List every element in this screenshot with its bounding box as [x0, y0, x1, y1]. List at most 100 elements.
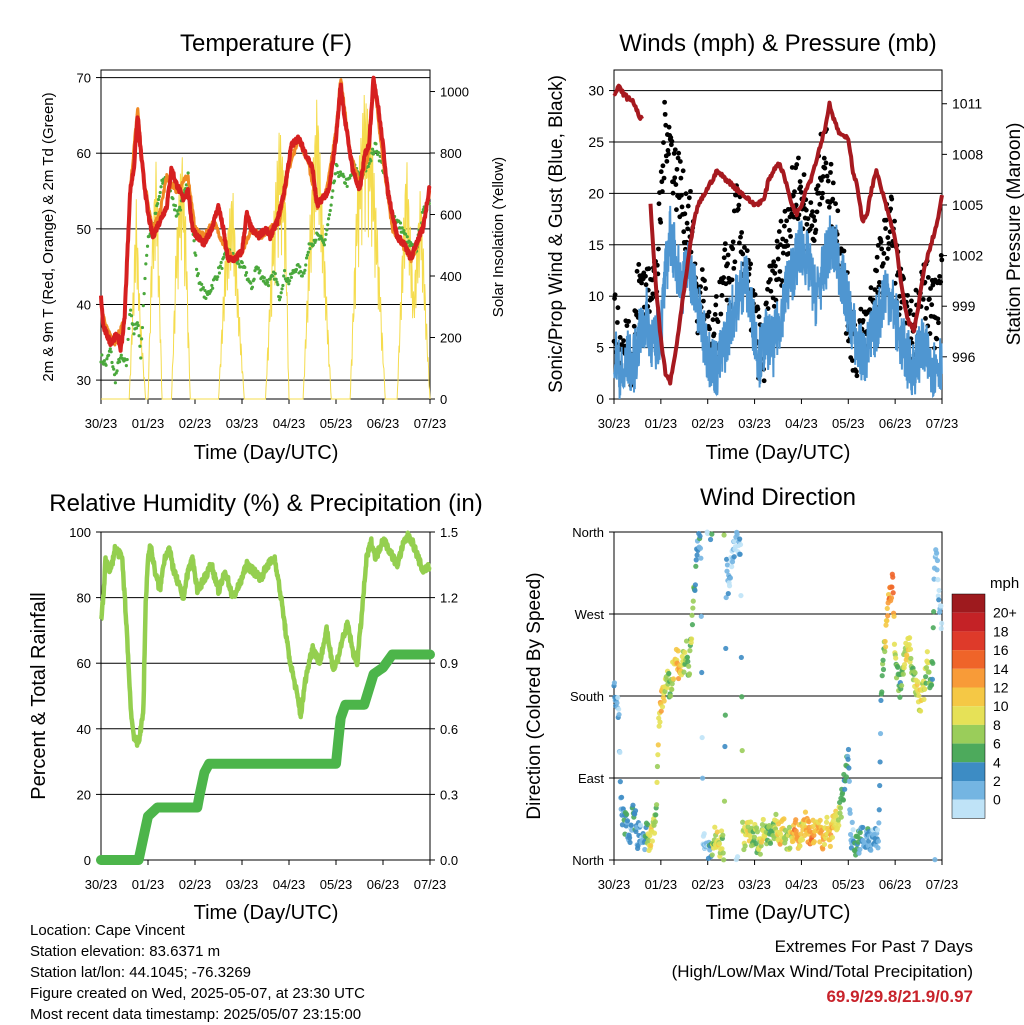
- dewpoint-point: [192, 239, 196, 243]
- gust-point: [722, 241, 728, 247]
- dewpoint-point: [335, 164, 339, 168]
- dewpoint-point: [332, 179, 337, 183]
- gust-point: [796, 155, 801, 161]
- gust-point: [853, 369, 859, 374]
- dewpoint-point: [253, 269, 257, 273]
- dewpoint-point: [102, 359, 106, 363]
- gust-point: [927, 296, 932, 302]
- direction-point: [931, 576, 937, 582]
- dewpoint-point: [159, 185, 163, 189]
- direction-point: [781, 816, 787, 822]
- direction-point: [738, 592, 744, 599]
- winds-ytick-label: 30: [588, 83, 604, 99]
- direction-point: [857, 829, 863, 836]
- direction-point: [901, 662, 908, 668]
- gust-point: [680, 168, 686, 174]
- gust-point: [774, 238, 780, 244]
- dewpoint-point: [305, 253, 310, 257]
- winds-ytick-label: 20: [588, 185, 604, 201]
- humidity-ytick-label-right: 0.9: [440, 656, 458, 671]
- dewpoint-point: [204, 296, 208, 300]
- temperature-xtick-label: 03/23: [226, 416, 259, 431]
- station-elevation: Station elevation: 83.6371 m: [30, 943, 221, 960]
- colorbar-label: 2: [993, 773, 1001, 789]
- gust-point: [824, 173, 830, 179]
- direction-point: [699, 775, 706, 781]
- dewpoint-point: [271, 274, 275, 278]
- dewpoint-point: [104, 363, 108, 367]
- gust-point: [815, 183, 821, 189]
- gust-point: [777, 269, 783, 274]
- gust-point: [668, 135, 674, 140]
- direction-point: [720, 832, 726, 838]
- direction-point: [882, 638, 888, 645]
- gust-point: [615, 305, 621, 311]
- gust-point: [792, 189, 797, 195]
- direction-point: [707, 536, 714, 543]
- colorbar-label: 10: [993, 698, 1009, 714]
- colorbar-swatch: [952, 594, 985, 613]
- dewpoint-point: [137, 334, 141, 338]
- direction-point: [877, 730, 884, 737]
- dewpoint-point: [115, 369, 119, 373]
- direction-xtick-label: 01/23: [645, 877, 678, 892]
- gust-point: [841, 248, 847, 254]
- gust-point: [820, 190, 826, 196]
- gust-point: [816, 190, 822, 196]
- direction-point: [617, 749, 623, 755]
- gust-point: [715, 319, 721, 325]
- gust-point: [925, 275, 931, 280]
- direction-point: [877, 782, 883, 789]
- direction-point: [753, 841, 759, 847]
- dewpoint-point: [333, 172, 337, 176]
- gust-point: [833, 201, 838, 207]
- gust-point: [830, 196, 836, 202]
- dewpoint-point: [331, 189, 335, 193]
- direction-point: [714, 829, 720, 835]
- gust-point: [673, 182, 679, 187]
- dewpoint-point: [129, 308, 133, 312]
- direction-point: [721, 798, 728, 804]
- gust-point: [804, 221, 810, 227]
- dewpoint-point: [178, 205, 182, 209]
- dewpoint-point: [303, 268, 307, 272]
- direction-point: [656, 723, 662, 729]
- gust-point: [617, 335, 623, 340]
- gust-point: [684, 220, 690, 226]
- dewpoint-point: [142, 292, 146, 296]
- gust-point: [936, 320, 941, 326]
- direction-point: [895, 664, 901, 670]
- direction-point: [811, 832, 817, 838]
- dewpoint-point: [278, 295, 282, 299]
- winds-xtick-label: 03/23: [738, 416, 771, 431]
- gust-point: [735, 206, 741, 212]
- gust-point: [666, 151, 671, 157]
- direction-point: [739, 747, 745, 754]
- direction-point: [617, 779, 623, 785]
- winds-ytick-label: 25: [588, 134, 604, 150]
- dewpoint-point: [132, 332, 136, 336]
- humidity-xlabel: Time (Day/UTC): [194, 902, 339, 924]
- dewpoint-point: [296, 262, 300, 267]
- station-location: Location: Cape Vincent: [30, 922, 185, 939]
- direction-point: [689, 612, 695, 618]
- gust-point: [713, 302, 719, 308]
- gust-point: [738, 234, 743, 240]
- direction-point: [692, 587, 698, 594]
- dewpoint-point: [304, 263, 308, 267]
- direction-point: [692, 582, 698, 588]
- direction-point: [883, 622, 889, 628]
- colorbar-label: 4: [993, 754, 1001, 770]
- gust-point: [830, 180, 836, 186]
- gust-point: [748, 261, 754, 267]
- humidity-xtick-label: 03/23: [226, 877, 259, 892]
- gust-point: [813, 227, 819, 233]
- gust-point: [662, 111, 668, 117]
- direction-point: [734, 531, 740, 537]
- direction-point: [868, 847, 874, 853]
- direction-point: [716, 841, 723, 847]
- temperature-ylabel-left: 2m & 9m T (Red, Orange) & 2m Td (Green): [40, 92, 57, 381]
- direction-point: [891, 613, 897, 619]
- gust-point: [643, 282, 649, 288]
- colorbar-swatch: [952, 781, 985, 800]
